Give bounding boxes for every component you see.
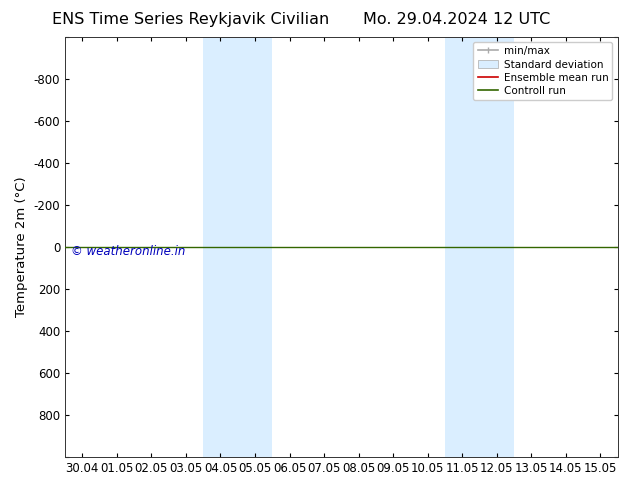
Legend: min/max, Standard deviation, Ensemble mean run, Controll run: min/max, Standard deviation, Ensemble me… — [474, 42, 612, 100]
Y-axis label: Temperature 2m (°C): Temperature 2m (°C) — [15, 177, 28, 318]
Bar — [204, 37, 272, 457]
Bar — [445, 37, 514, 457]
Text: ENS Time Series Reykjavik Civilian: ENS Time Series Reykjavik Civilian — [51, 12, 329, 27]
Text: © weatheronline.in: © weatheronline.in — [70, 245, 185, 258]
Text: Mo. 29.04.2024 12 UTC: Mo. 29.04.2024 12 UTC — [363, 12, 550, 27]
